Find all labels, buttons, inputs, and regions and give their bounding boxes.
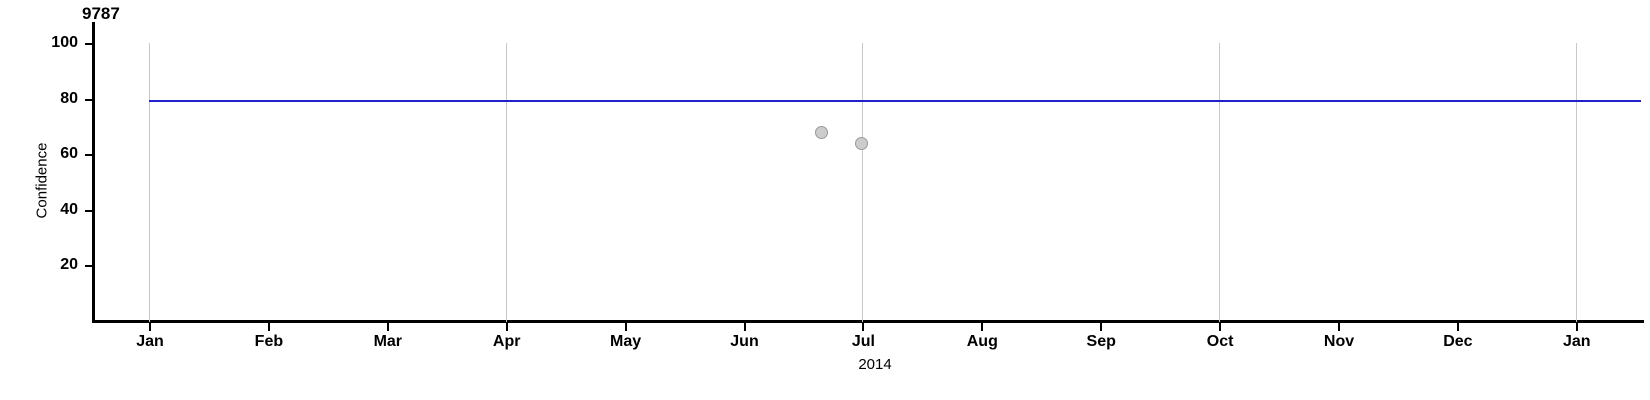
x-tick-mark: [862, 323, 865, 331]
x-tick-mark: [505, 323, 508, 331]
gridline-vertical: [862, 43, 864, 322]
x-tick-label: Mar: [373, 333, 403, 350]
x-tick-mark: [1575, 323, 1578, 331]
gridline-vertical: [1575, 43, 1577, 322]
data-point[interactable]: [814, 126, 828, 140]
x-tick-mark: [267, 323, 270, 331]
x-tick-mark: [1338, 323, 1340, 331]
y-tick-mark: [85, 154, 92, 157]
y-axis-title: Confidence: [33, 142, 51, 219]
y-tick-mark: [85, 209, 92, 212]
x-tick-mark: [1219, 323, 1222, 331]
x-tick-label: Oct: [1206, 333, 1234, 350]
y-tick-label: 40: [60, 200, 78, 218]
x-tick-label: Feb: [254, 333, 284, 350]
x-tick-mark: [1100, 323, 1103, 331]
x-tick-label: Aug: [966, 333, 998, 350]
threshold-line: [149, 99, 1642, 102]
gridline-vertical: [149, 43, 150, 322]
y-tick-label: 100: [51, 34, 78, 52]
y-axis-line: [92, 22, 95, 323]
x-axis-title-wrap: 2014: [0, 356, 1650, 373]
x-tick-mark: [1456, 323, 1459, 331]
gridline-vertical: [1219, 43, 1221, 322]
x-axis-line: [92, 320, 1644, 323]
plot-area: [92, 22, 1644, 322]
x-tick-mark: [386, 323, 389, 331]
x-tick-label: Dec: [1443, 333, 1473, 350]
x-tick-mark: [624, 323, 627, 331]
y-tick-mark: [85, 265, 92, 268]
x-tick-label: Nov: [1323, 333, 1355, 350]
x-tick-label: Apr: [492, 333, 521, 350]
x-tick-label: Jan: [1563, 333, 1591, 350]
x-tick-mark: [743, 323, 746, 331]
x-tick-label: Sep: [1086, 333, 1116, 350]
y-tick-mark: [85, 98, 92, 101]
x-tick-label: Jul: [851, 333, 875, 350]
x-tick-mark: [149, 323, 151, 331]
data-point[interactable]: [855, 137, 869, 151]
y-tick-label: 80: [60, 89, 78, 107]
y-tick-mark: [85, 43, 92, 46]
x-tick-label: Jun: [730, 333, 759, 350]
y-tick-label: 60: [60, 145, 78, 163]
x-tick-mark: [981, 323, 984, 331]
x-tick-label: May: [610, 333, 642, 350]
x-tick-label: Jan: [136, 333, 164, 350]
y-tick-label: 20: [60, 256, 78, 274]
x-axis-title: 2014: [858, 356, 892, 373]
chart-title: 9787: [82, 4, 120, 23]
gridline-vertical: [505, 43, 507, 322]
